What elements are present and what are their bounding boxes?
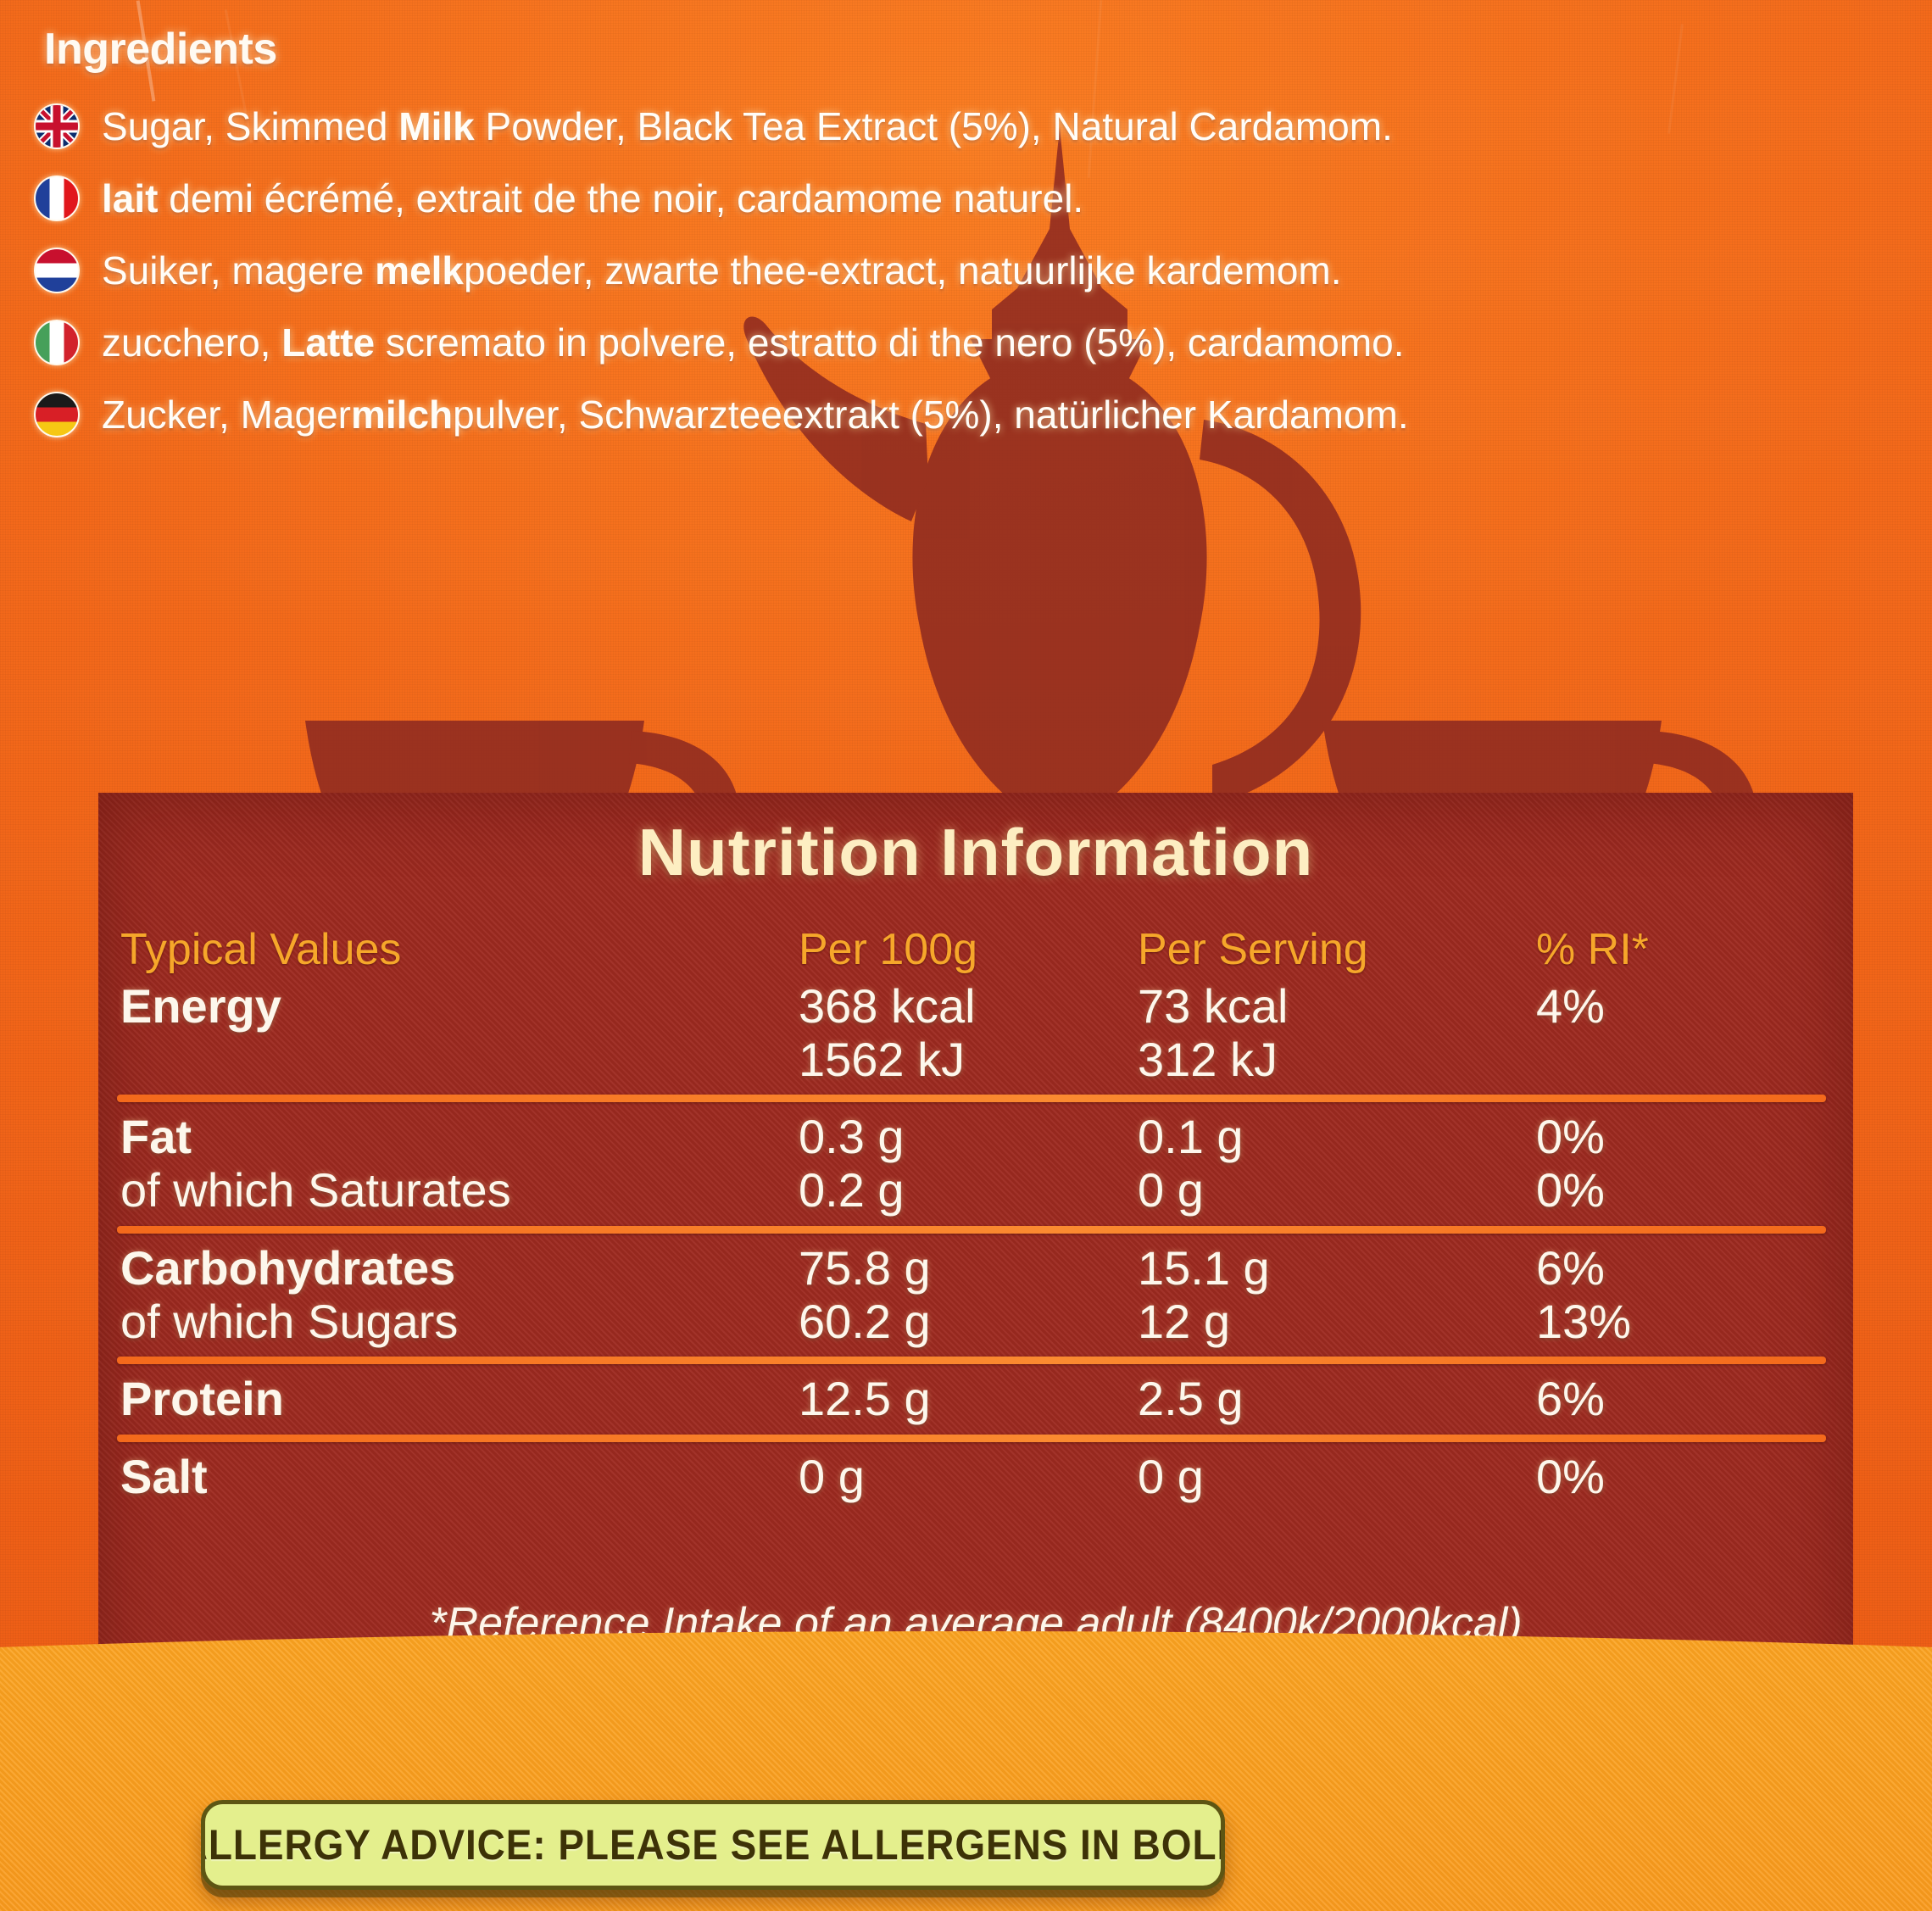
col-header-typical-values: Typical Values	[120, 925, 402, 974]
row-value-per-serving: 15.1 g	[1138, 1240, 1270, 1295]
table-row: Protein 12.5 g 2.5 g 6%	[98, 1373, 1853, 1426]
row-label: Salt	[120, 1450, 208, 1504]
row-value-per-100g: 368 kcal	[799, 979, 976, 1033]
ingredient-text-fr: lait demi écrémé, extrait de the noir, c…	[102, 176, 1084, 220]
row-label: Protein	[120, 1372, 284, 1426]
france-flag-icon	[34, 176, 80, 221]
ingredient-text-en: Sugar, Skimmed Milk Powder, Black Tea Ex…	[102, 103, 1393, 148]
ingredient-row-nl: Suiker, magere melkpoeder, zwarte thee-e…	[34, 248, 1916, 293]
uk-flag-icon	[34, 103, 80, 149]
row-value-per-serving: 0 g	[1138, 1163, 1204, 1217]
ingredient-text-de: Zucker, Magermilchpulver, Schwarzteeextr…	[102, 392, 1409, 437]
table-row: 1562 kJ 312 kJ	[98, 1032, 1853, 1087]
table-header-row: Typical Values Per 100g Per Serving % RI…	[98, 924, 1853, 980]
table-row: Carbohydrates 75.8 g 15.1 g 6%	[98, 1240, 1853, 1295]
row-value-per-serving: 312 kJ	[1138, 1032, 1278, 1086]
allergy-advice-text: ALLERGY ADVICE: PLEASE SEE ALLERGENS IN …	[201, 1821, 1225, 1869]
row-label: Energy	[120, 979, 281, 1033]
netherlands-flag-icon	[34, 248, 80, 293]
table-row: of which Sugars 60.2 g 12 g 13%	[98, 1295, 1853, 1349]
col-header-percent-ri: % RI*	[1536, 925, 1649, 974]
ingredient-row-en: Sugar, Skimmed Milk Powder, Black Tea Ex…	[34, 103, 1916, 149]
row-value-percent-ri: 0%	[1536, 1450, 1605, 1504]
row-value-per-serving: 2.5 g	[1138, 1372, 1244, 1426]
table-row: Fat 0.3 g 0.1 g 0%	[98, 1111, 1853, 1164]
row-label: Carbohydrates	[120, 1240, 456, 1295]
row-value-percent-ri: 6%	[1536, 1372, 1605, 1426]
row-value-per-serving: 73 kcal	[1138, 979, 1289, 1033]
page-title: Ingredients	[44, 25, 277, 74]
table-divider	[117, 1095, 1826, 1103]
ingredient-row-de: Zucker, Magermilchpulver, Schwarzteeextr…	[34, 392, 1916, 437]
table-row: Energy 368 kcal 73 kcal 4%	[98, 979, 1853, 1034]
row-value-per-100g: 60.2 g	[799, 1294, 931, 1348]
row-label: Fat	[120, 1110, 192, 1164]
row-value-percent-ri: 6%	[1536, 1240, 1605, 1295]
ingredient-text-it: zucchero, Latte scremato in polvere, est…	[102, 320, 1405, 365]
nutrition-table: Typical Values Per 100g Per Serving % RI…	[98, 924, 1853, 1504]
italy-flag-icon	[34, 320, 80, 365]
row-value-percent-ri: 0%	[1536, 1110, 1605, 1164]
row-label: of which Sugars	[120, 1294, 459, 1348]
table-divider	[117, 1357, 1826, 1365]
row-value-per-100g: 75.8 g	[799, 1240, 931, 1295]
row-value-per-100g: 0 g	[799, 1450, 865, 1504]
row-value-per-serving: 12 g	[1138, 1294, 1230, 1348]
row-value-per-100g: 0.2 g	[799, 1163, 905, 1217]
allergy-advice-banner: ALLERGY ADVICE: PLEASE SEE ALLERGENS IN …	[201, 1800, 1225, 1890]
col-header-per-100g: Per 100g	[799, 925, 978, 974]
row-label: of which Saturates	[120, 1163, 511, 1217]
nutrition-title: Nutrition Information	[638, 815, 1314, 889]
row-value-per-serving: 0 g	[1138, 1450, 1204, 1504]
row-value-percent-ri: 13%	[1536, 1294, 1632, 1348]
table-divider	[117, 1225, 1826, 1234]
row-value-per-100g: 0.3 g	[799, 1110, 905, 1164]
row-value-percent-ri: 4%	[1536, 979, 1605, 1033]
row-value-per-100g: 1562 kJ	[799, 1032, 966, 1086]
table-row: of which Saturates 0.2 g 0 g 0%	[98, 1163, 1853, 1217]
row-value-per-100g: 12.5 g	[799, 1372, 931, 1426]
ingredient-text-nl: Suiker, magere melkpoeder, zwarte thee-e…	[102, 248, 1342, 292]
table-row: Salt 0 g 0 g 0%	[98, 1450, 1853, 1504]
ingredient-row-fr: lait demi écrémé, extrait de the noir, c…	[34, 176, 1916, 221]
col-header-per-serving: Per Serving	[1138, 925, 1368, 974]
ingredient-row-it: zucchero, Latte scremato in polvere, est…	[34, 320, 1916, 365]
row-value-per-serving: 0.1 g	[1138, 1110, 1244, 1164]
germany-flag-icon	[34, 392, 80, 437]
row-value-percent-ri: 0%	[1536, 1163, 1605, 1217]
table-divider	[117, 1435, 1826, 1443]
